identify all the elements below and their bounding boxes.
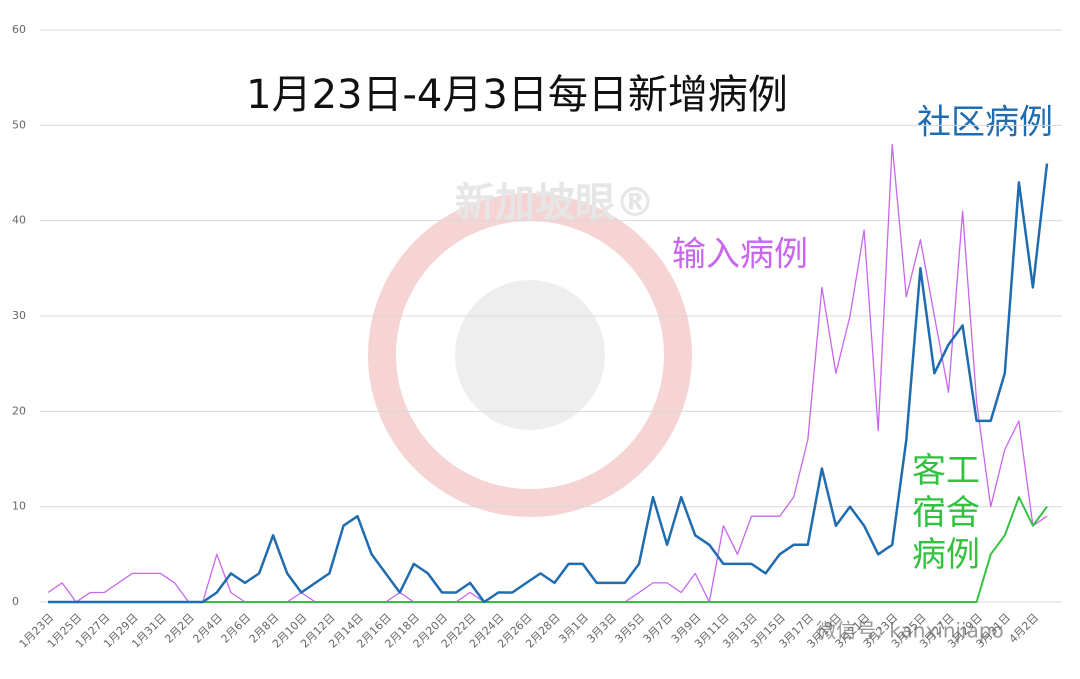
watermark: 新加坡眼® xyxy=(455,180,655,226)
watermark-logo xyxy=(368,193,692,517)
x-tick-label: 3月3日 xyxy=(584,611,619,646)
y-tick-label: 50 xyxy=(12,118,26,131)
x-tick-label: 3月1日 xyxy=(556,611,591,646)
x-tick-label: 3月5日 xyxy=(613,611,648,646)
y-tick-label: 10 xyxy=(12,500,26,513)
series-line xyxy=(48,496,1048,603)
y-tick-label: 20 xyxy=(12,404,26,417)
y-tick-label: 60 xyxy=(12,23,26,36)
series-label: 输入病例 xyxy=(672,235,808,275)
y-tick-label: 30 xyxy=(12,309,26,322)
chart-title: 1月23日-4月3日每日新增病例 xyxy=(246,72,788,118)
x-tick-label: 2月6日 xyxy=(219,611,254,646)
series-line xyxy=(48,163,1049,604)
footer: 微信号: kanxinjiapo xyxy=(816,619,1004,643)
x-tick-label: 4月2日 xyxy=(1007,611,1042,646)
series-label: 客工宿舍病例 xyxy=(912,451,980,575)
series-label: 社区病例 xyxy=(917,103,1053,143)
y-tick-label: 40 xyxy=(12,214,26,227)
x-tick-label: 2月2日 xyxy=(162,611,197,646)
x-tick-label: 3月7日 xyxy=(641,611,676,646)
watermark-logo xyxy=(455,280,605,430)
x-tick-label: 2月4日 xyxy=(190,611,225,646)
y-tick-label: 0 xyxy=(12,595,19,608)
